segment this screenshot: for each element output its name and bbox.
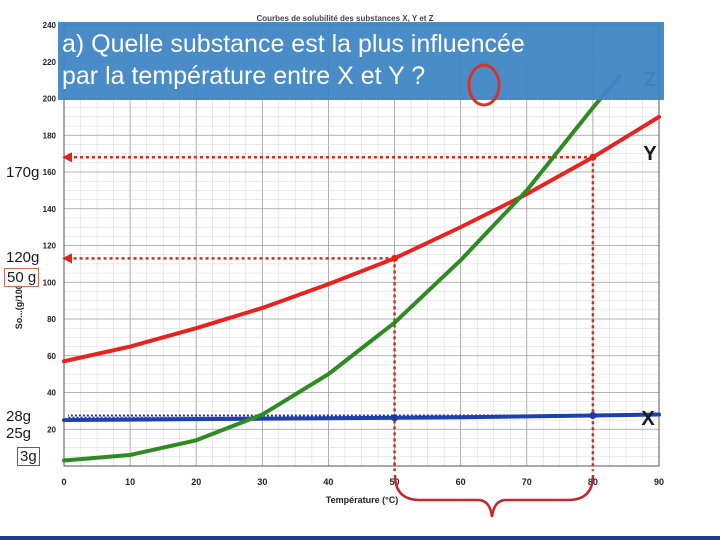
chart-title: Courbes de solubilité des substances X, … bbox=[256, 14, 433, 23]
intersection-point-2 bbox=[391, 414, 399, 422]
y-tick-label: 200 bbox=[43, 95, 57, 104]
x-tick-label: 10 bbox=[125, 477, 135, 487]
chart-points bbox=[391, 153, 597, 422]
series-label-x: X bbox=[641, 408, 655, 430]
y-tick-label: 100 bbox=[43, 278, 57, 287]
y-tick-label: 220 bbox=[43, 58, 57, 67]
y-tick-label: 80 bbox=[47, 315, 56, 324]
annotation-120g: 120g bbox=[4, 249, 42, 266]
footer-bar bbox=[0, 536, 720, 540]
x-tick-label: 40 bbox=[323, 477, 333, 487]
annotation-28g: 28g bbox=[4, 408, 34, 425]
y-axis-label: So...(g/100ml) bbox=[14, 271, 24, 330]
series-label-y: Y bbox=[643, 143, 657, 165]
series-line-z bbox=[62, 74, 622, 463]
y-tick-label: 40 bbox=[47, 389, 56, 398]
arrow-170 bbox=[62, 152, 72, 163]
x-tick-label: 70 bbox=[522, 477, 532, 487]
x-tick-label: 60 bbox=[456, 477, 466, 487]
question-text: a) Quelle substance est la plus influenc… bbox=[62, 28, 662, 92]
y-tick-label: 240 bbox=[43, 21, 57, 30]
y-tick-label: 60 bbox=[47, 352, 56, 361]
y-tick-label: 180 bbox=[43, 131, 57, 140]
x-tick-label: 20 bbox=[191, 477, 201, 487]
x-tick-label: 30 bbox=[257, 477, 267, 487]
y-tick-label: 120 bbox=[43, 242, 57, 251]
arrow-120 bbox=[62, 253, 72, 264]
annotation-3g: 3g bbox=[17, 447, 40, 466]
x-tick-label: 90 bbox=[654, 477, 664, 487]
chart-ticks: 0 10 20 30 40 50 60 70 80 90204060801001201401601… bbox=[43, 21, 664, 487]
annotation-170g: 170g bbox=[4, 164, 42, 181]
y-tick-label: 140 bbox=[43, 205, 57, 214]
intersection-point-0 bbox=[391, 254, 399, 262]
intersection-point-1 bbox=[589, 153, 597, 161]
x-tick-label: 0 bbox=[61, 477, 66, 487]
x-axis-label: Température (°C) bbox=[326, 495, 398, 505]
interval-brace bbox=[393, 474, 595, 518]
annotation-25g: 25g bbox=[4, 425, 34, 442]
annotation-50g: 50 g bbox=[4, 268, 40, 287]
question-line-2: par la température entre X et Y ? bbox=[62, 62, 426, 90]
y-tick-label: 160 bbox=[43, 168, 57, 177]
question-line-1: a) Quelle substance est la plus influenc… bbox=[62, 30, 525, 58]
question-banner bbox=[58, 22, 664, 100]
series-line-y bbox=[62, 114, 661, 364]
intersection-point-3 bbox=[589, 411, 597, 419]
y-tick-label: 20 bbox=[47, 425, 56, 434]
